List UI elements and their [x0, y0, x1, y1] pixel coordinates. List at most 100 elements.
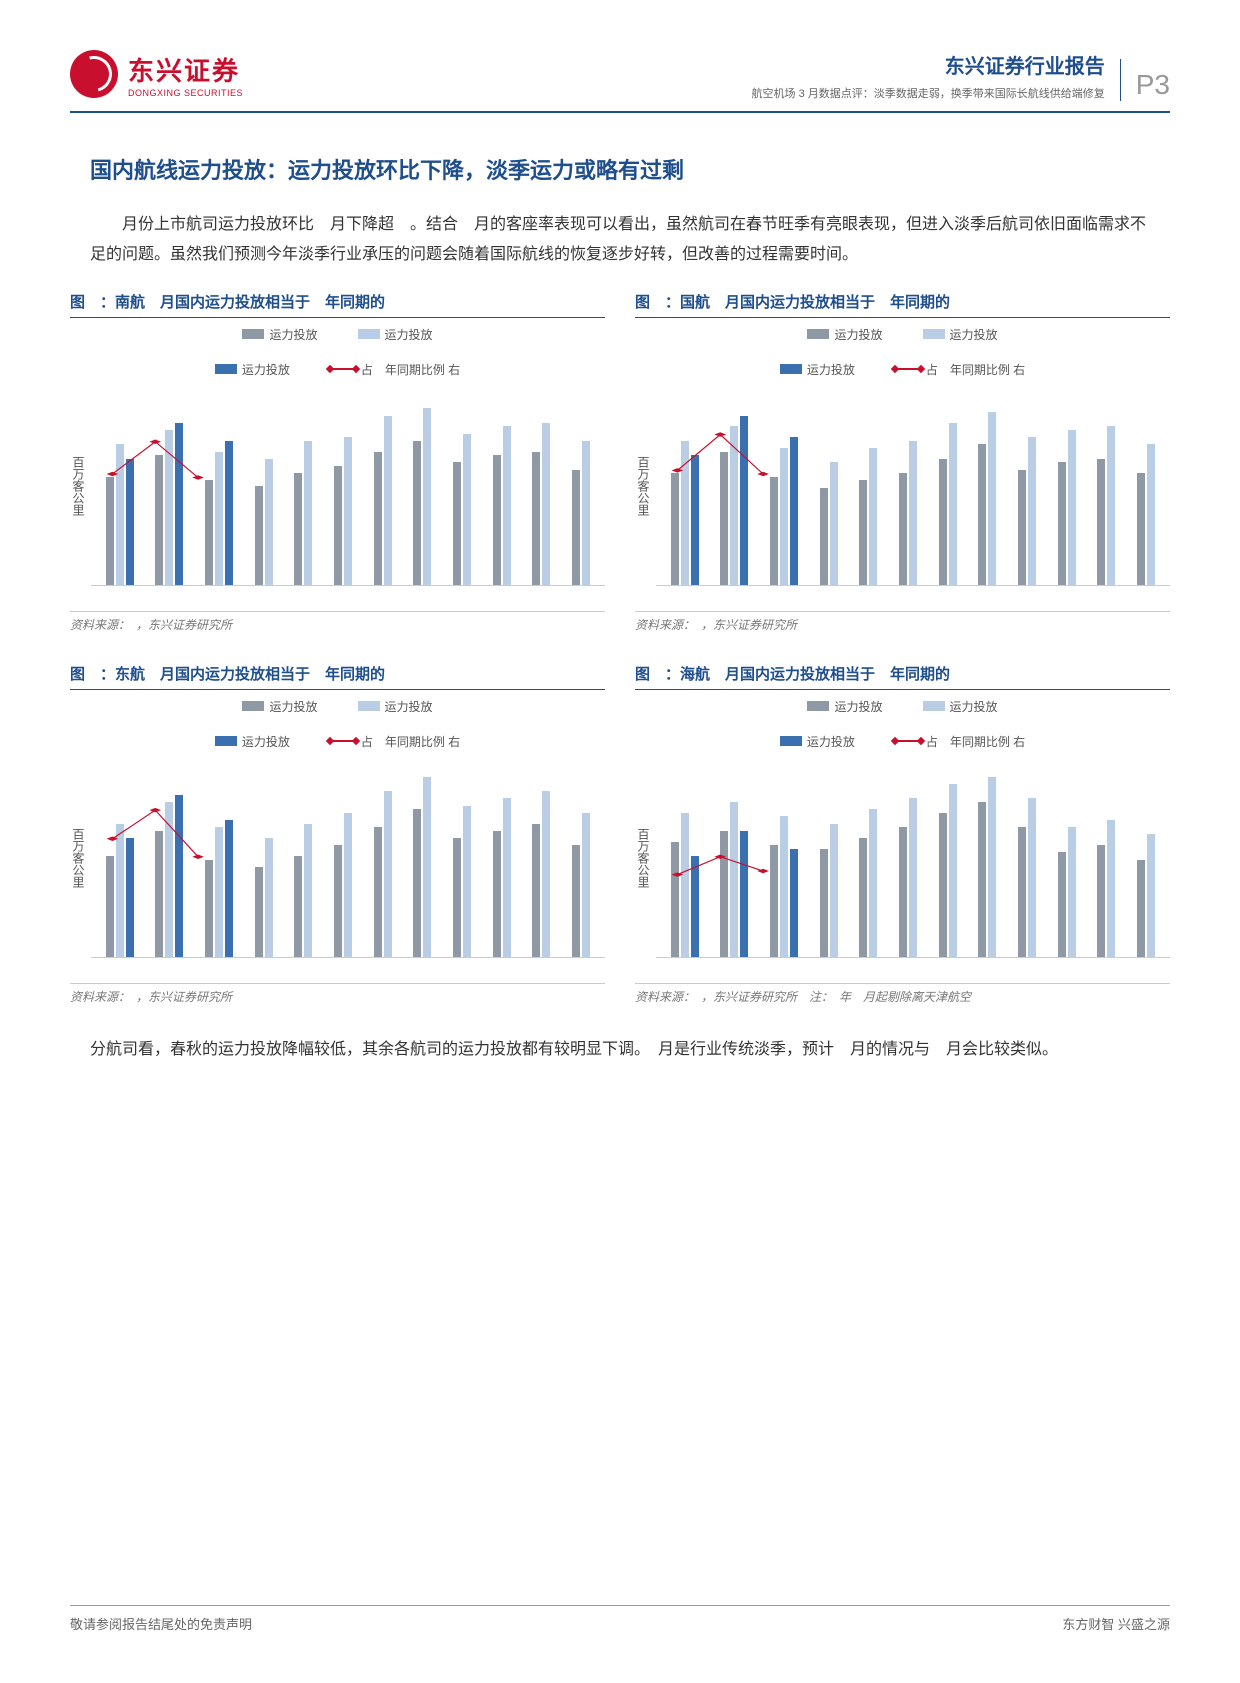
bar-series1 [493, 831, 501, 957]
bar-series1 [720, 831, 728, 957]
chart-panel-nanhang: 图 ：南航 月国内运力投放相当于 年同期的运力投放运力投放运力投放占 年同期比例… [70, 291, 605, 633]
bar-group [155, 386, 183, 585]
legend-line-icon [895, 740, 921, 742]
bar-series2 [780, 816, 788, 956]
legend-item: 占 年同期比例 右 [330, 733, 460, 750]
legend-item: 运力投放 [242, 326, 317, 343]
bar-series2 [1068, 430, 1076, 585]
page-footer: 敬请参阅报告结尾处的免责声明 东方财智 兴盛之源 [70, 1605, 1170, 1633]
bar-group [720, 758, 748, 957]
header-divider [1120, 59, 1121, 101]
bar-series1 [720, 452, 728, 585]
bar-group [106, 758, 134, 957]
bar-series1 [820, 849, 828, 957]
bar-series2 [423, 408, 431, 584]
bar-group [453, 758, 471, 957]
bar-group [493, 758, 511, 957]
page-number: P3 [1136, 69, 1170, 101]
bar-series2 [165, 430, 173, 585]
bar-series1 [1097, 459, 1105, 585]
bar-group [532, 386, 550, 585]
bar-series2 [830, 462, 838, 584]
bar-series2 [1147, 444, 1155, 584]
legend-item: 运力投放 [923, 326, 998, 343]
chart-source: 资料来源： ，东兴证券研究所 注： 年 月起剔除离天津航空 [635, 983, 1170, 1005]
bar-series2 [265, 838, 273, 957]
chart-legend: 运力投放运力投放运力投放占 年同期比例 右 [635, 326, 1170, 378]
chart-plot [91, 758, 605, 958]
bar-series1 [1097, 845, 1105, 957]
bar-series2 [830, 824, 838, 957]
bar-series1 [572, 845, 580, 957]
bar-group [1137, 758, 1155, 957]
bar-group [334, 386, 352, 585]
bar-series2 [1107, 820, 1115, 957]
bar-series2 [582, 441, 590, 585]
bar-group [532, 758, 550, 957]
legend-label: 占 年同期比例 右 [926, 733, 1025, 750]
legend-swatch-icon [358, 329, 380, 339]
bar-group [155, 758, 183, 957]
bar-series1 [939, 459, 947, 585]
legend-label: 运力投放 [807, 733, 855, 750]
bar-series2 [215, 827, 223, 957]
bar-series2 [463, 806, 471, 957]
bar-series1 [899, 827, 907, 957]
y-axis-label: 百万客公里 [70, 828, 87, 888]
legend-item: 运力投放 [807, 326, 882, 343]
bar-series2 [780, 448, 788, 585]
bar-series2 [304, 441, 312, 585]
bar-series1 [1058, 462, 1066, 584]
legend-label: 运力投放 [807, 361, 855, 378]
bar-series3 [691, 856, 699, 957]
bar-series1 [1137, 860, 1145, 957]
chart-panel-guohang: 图 ：国航 月国内运力投放相当于 年同期的运力投放运力投放运力投放占 年同期比例… [635, 291, 1170, 633]
bar-series1 [453, 838, 461, 957]
bar-group [770, 758, 798, 957]
bar-series1 [532, 824, 540, 957]
legend-item: 运力投放 [358, 326, 433, 343]
header-right: 东兴证券行业报告 航空机场 3 月数据点评：淡季数据走弱，换季带来国际长航线供给… [752, 50, 1170, 101]
legend-label: 占 年同期比例 右 [926, 361, 1025, 378]
bar-series2 [909, 798, 917, 956]
legend-line-icon [330, 368, 356, 370]
chart-title: 图 ：南航 月国内运力投放相当于 年同期的 [70, 291, 605, 318]
legend-item: 运力投放 [780, 733, 855, 750]
bar-group [294, 758, 312, 957]
bar-group [374, 758, 392, 957]
bar-series2 [1028, 437, 1036, 585]
legend-swatch-icon [780, 736, 802, 746]
bar-series2 [542, 423, 550, 585]
bar-group [1058, 758, 1076, 957]
bar-group [939, 758, 957, 957]
bar-series3 [691, 455, 699, 585]
legend-item: 运力投放 [923, 698, 998, 715]
chart-legend: 运力投放运力投放运力投放占 年同期比例 右 [635, 698, 1170, 750]
bar-series2 [681, 441, 689, 585]
bar-series1 [413, 809, 421, 957]
bar-group [1097, 386, 1115, 585]
bar-group [334, 758, 352, 957]
logo-block: 东兴证券 DONGXING SECURITIES [70, 50, 243, 98]
chart-title: 图 ：海航 月国内运力投放相当于 年同期的 [635, 663, 1170, 690]
legend-item: 占 年同期比例 右 [895, 733, 1025, 750]
bar-group [820, 386, 838, 585]
report-subtitle: 航空机场 3 月数据点评：淡季数据走弱，换季带来国际长航线供给端修复 [752, 85, 1105, 101]
bar-group [720, 386, 748, 585]
bar-series1 [671, 842, 679, 957]
chart-area: 百万客公里 [70, 758, 605, 958]
bar-series1 [155, 831, 163, 957]
bar-series1 [334, 466, 342, 585]
bar-series1 [1058, 852, 1066, 956]
legend-label: 运力投放 [242, 361, 290, 378]
legend-label: 占 年同期比例 右 [361, 733, 460, 750]
bar-series2 [116, 824, 124, 957]
bar-group [493, 386, 511, 585]
bar-series1 [413, 441, 421, 585]
legend-item: 运力投放 [358, 698, 433, 715]
bar-group [255, 758, 273, 957]
bar-group [671, 758, 699, 957]
bar-series2 [384, 416, 392, 585]
chart-source: 资料来源： ，东兴证券研究所 [70, 611, 605, 633]
logo-name-cn: 东兴证券 [128, 51, 243, 88]
